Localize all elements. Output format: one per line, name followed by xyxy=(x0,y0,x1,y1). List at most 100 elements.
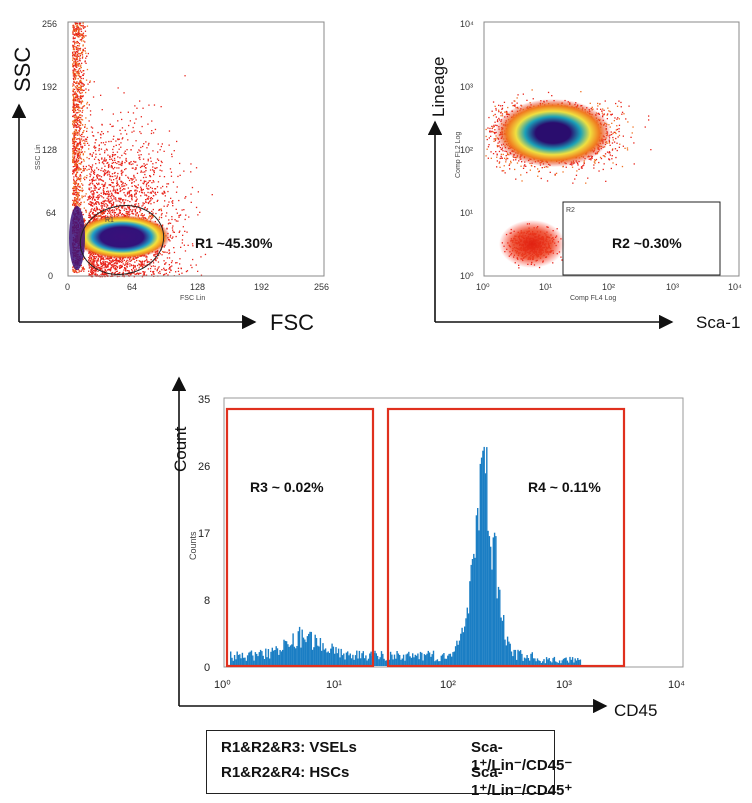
p1-event xyxy=(144,171,146,173)
p1-event xyxy=(119,164,122,166)
p1-event xyxy=(114,189,116,191)
p1-event xyxy=(134,189,136,191)
p1-event xyxy=(111,261,113,263)
p1-event xyxy=(121,180,123,183)
p1-event xyxy=(153,104,156,106)
p1-event xyxy=(76,66,78,68)
p1-event xyxy=(131,269,133,271)
p1-event xyxy=(146,264,148,266)
p1-event xyxy=(90,256,92,258)
p1-event xyxy=(76,194,78,197)
p1-event xyxy=(74,163,76,165)
p1-event xyxy=(82,195,84,198)
p1-event xyxy=(175,191,178,193)
p1-event xyxy=(103,163,105,165)
p1-event xyxy=(167,223,170,225)
p1-event xyxy=(171,237,173,239)
p1-event xyxy=(140,116,142,118)
p1-event xyxy=(154,192,156,194)
p1-event xyxy=(172,231,174,233)
p1-event xyxy=(98,179,100,181)
p1-event xyxy=(72,182,75,184)
p1-event xyxy=(72,31,74,33)
p1-event xyxy=(165,269,167,271)
p1-event xyxy=(78,154,80,156)
p1-event xyxy=(76,164,78,166)
p1-event xyxy=(78,117,80,119)
p1-event xyxy=(81,211,83,213)
p1-event xyxy=(79,28,81,31)
p1-event xyxy=(136,198,138,200)
p1-event xyxy=(88,144,90,146)
p1-event xyxy=(120,202,122,204)
p1-event xyxy=(111,193,113,195)
p1-event xyxy=(112,159,114,162)
p1-event xyxy=(91,127,94,129)
p1-event xyxy=(102,260,104,263)
p1-event xyxy=(95,215,97,218)
p1-event xyxy=(95,206,98,208)
p1-event xyxy=(77,89,80,91)
p1-event xyxy=(91,202,93,204)
p1-event xyxy=(172,200,174,202)
p1-event xyxy=(130,273,132,275)
p1-event xyxy=(168,130,171,132)
p1-event xyxy=(176,212,178,214)
p1-event xyxy=(146,261,148,264)
p1-event xyxy=(87,196,89,198)
p1-event xyxy=(100,192,102,194)
p1-event xyxy=(98,188,100,190)
p1-event xyxy=(82,158,85,161)
p1-event xyxy=(108,163,110,166)
p1-event xyxy=(93,158,96,160)
p1-event xyxy=(88,203,90,205)
p1-event xyxy=(92,152,95,154)
p1-event xyxy=(78,44,80,47)
p1-event xyxy=(151,274,153,276)
p1-event xyxy=(83,201,85,203)
p1-event xyxy=(106,274,108,276)
p1-event xyxy=(77,55,80,57)
p1-event xyxy=(115,258,117,260)
p1-event xyxy=(101,205,103,207)
p1-event xyxy=(171,227,174,229)
p1-event xyxy=(88,196,90,198)
p1-event xyxy=(153,270,155,273)
p1-event xyxy=(95,139,97,141)
p1-event xyxy=(84,61,86,63)
p1-event xyxy=(75,147,77,149)
p1-event xyxy=(88,256,90,259)
p1-event xyxy=(155,167,157,170)
p1-event xyxy=(165,272,167,275)
p1-event xyxy=(134,168,136,171)
p1-event xyxy=(74,149,76,152)
p1-event xyxy=(142,266,144,268)
p1-event xyxy=(81,51,84,53)
p1-event xyxy=(76,112,78,114)
p1-event xyxy=(101,203,103,205)
p1-event xyxy=(72,59,74,61)
p1-event xyxy=(73,105,75,107)
p1-event xyxy=(76,203,78,205)
p1-event xyxy=(78,121,80,123)
p1-event xyxy=(112,168,115,170)
p1-event xyxy=(133,266,135,268)
p1-event xyxy=(109,178,111,180)
p1-event xyxy=(153,255,155,257)
p1-event xyxy=(74,92,76,94)
p1-event xyxy=(81,190,83,193)
p1-event xyxy=(175,262,177,264)
p1-event xyxy=(81,92,83,94)
p1-event xyxy=(83,136,85,138)
p1-event xyxy=(98,267,100,269)
p1-event xyxy=(74,183,76,185)
p1-event xyxy=(103,208,105,210)
p1-event xyxy=(204,253,207,256)
p1-event xyxy=(147,158,149,160)
p1-event xyxy=(161,161,163,164)
p1-event xyxy=(139,156,141,158)
p1-event xyxy=(153,173,155,176)
p1-event xyxy=(72,109,74,111)
p1-event xyxy=(94,258,97,260)
